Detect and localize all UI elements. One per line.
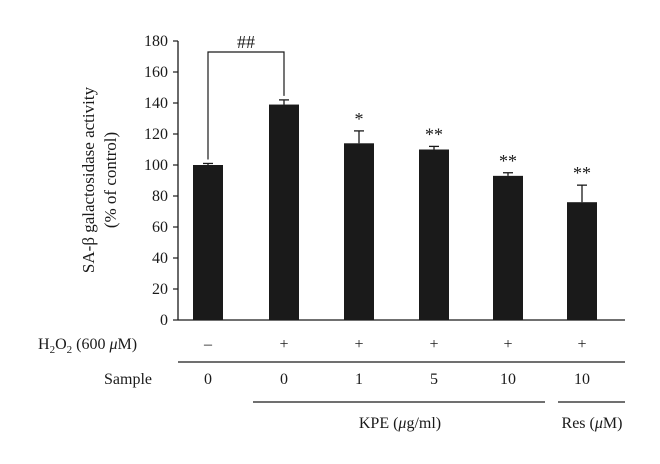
y-tick-label: 120: [144, 126, 168, 143]
res-group-label: Res (μM): [562, 415, 623, 432]
significance-labels: *******: [355, 109, 592, 183]
y-tick-label: 160: [144, 64, 168, 81]
bar: [567, 202, 597, 320]
bracket-line: [207, 51, 285, 160]
y-axis-title-line1: SA-β galactosidase activity: [79, 86, 98, 273]
significance-label: **: [499, 151, 517, 171]
h2o2-value: +: [354, 336, 363, 353]
h2o2-value: +: [577, 336, 586, 353]
significance-label: **: [425, 124, 443, 144]
bar: [193, 165, 223, 320]
h2o2-value: –: [203, 336, 213, 353]
sample-row-label: Sample: [104, 371, 152, 388]
y-tick-label: 140: [144, 95, 168, 112]
bar: [344, 143, 374, 320]
y-tick-label: 0: [160, 312, 168, 329]
h2o2-value: +: [279, 336, 288, 353]
sample-value: 1: [355, 371, 363, 388]
y-axis-title: SA-β galactosidase activity: [79, 86, 98, 273]
error-bars: [203, 99, 587, 203]
sample-value: 0: [280, 371, 288, 388]
sample-value: 10: [500, 371, 516, 388]
sample-row: 0 0 1 5 10 10: [204, 371, 590, 388]
bar: [493, 175, 523, 320]
h2o2-row-label: H2O2 (600 μM): [38, 336, 137, 356]
y-tick-label: 40: [152, 250, 168, 267]
h2o2-row: – + + + + +: [203, 336, 587, 353]
significance-label: **: [573, 163, 591, 183]
bracket-label: ##: [237, 32, 255, 52]
y-axis-title-line2: (% of control): [101, 132, 120, 228]
bar: [269, 104, 299, 320]
kpe-group-label: KPE (μg/ml): [359, 415, 441, 432]
y-axis-ticks: 0 20 40 60 80 100 120 140 160 180: [144, 33, 178, 329]
y-tick-label: 180: [144, 33, 168, 50]
h2o2-value: +: [503, 336, 512, 353]
y-tick-label: 60: [152, 219, 168, 236]
bars: [193, 104, 597, 320]
sample-value: 0: [204, 371, 212, 388]
sample-value: 10: [574, 371, 590, 388]
bar: [419, 149, 449, 320]
y-axis-title-sub: (% of control): [101, 132, 120, 228]
significance-bracket: [207, 51, 285, 160]
y-tick-label: 20: [152, 281, 168, 298]
significance-label: *: [355, 109, 364, 129]
sample-value: 5: [430, 371, 438, 388]
y-tick-label: 80: [152, 188, 168, 205]
y-tick-label: 100: [144, 157, 168, 174]
h2o2-value: +: [429, 336, 438, 353]
